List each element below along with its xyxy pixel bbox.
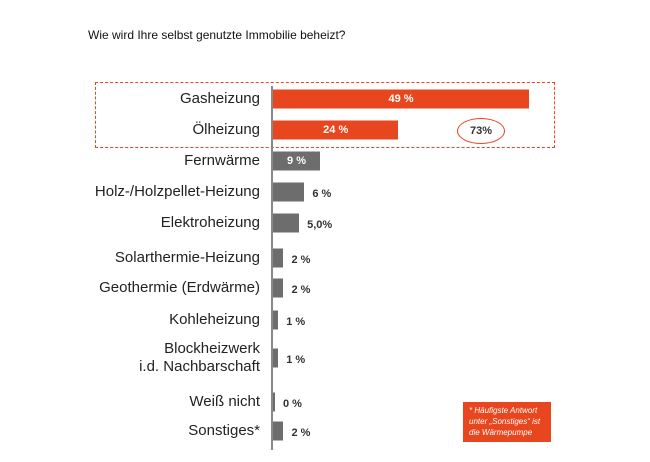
bar	[273, 421, 284, 441]
bar	[273, 278, 284, 298]
value-label: 24 %	[323, 124, 349, 136]
value-label: 5,0%	[307, 219, 333, 231]
footnote: * Häufigste Antwort unter „Sonstiges“ is…	[463, 402, 551, 442]
total-annotation: 73%	[457, 118, 505, 144]
category-label: Sonstiges*	[188, 422, 260, 439]
category-label: Fernwärme	[184, 152, 260, 169]
category-label: Weiß nicht	[189, 393, 260, 410]
value-label: 2 %	[291, 284, 311, 296]
bar	[273, 213, 300, 233]
bar	[273, 248, 284, 268]
category-label: Solarthermie-Heizung	[114, 249, 260, 266]
value-label: 9 %	[287, 155, 306, 167]
bar	[273, 120, 399, 140]
highlight-box	[95, 82, 555, 148]
value-label: 49 %	[388, 93, 414, 105]
bar	[273, 392, 275, 412]
value-label: 2 %	[291, 427, 311, 439]
value-label: 6 %	[312, 188, 332, 200]
category-label: Holz-/Holzpellet-Heizung	[94, 183, 260, 200]
bar	[273, 182, 305, 202]
bar	[273, 151, 321, 171]
category-label: Geothermie (Erdwärme)	[99, 279, 260, 296]
bar	[273, 348, 279, 368]
value-label: 0 %	[283, 398, 302, 410]
bar	[273, 310, 279, 330]
category-label: Ölheizung	[192, 121, 260, 138]
axis-line	[271, 86, 273, 450]
value-label: 2 %	[291, 254, 311, 266]
chart-title: Wie wird Ihre selbst genutzte Immobilie …	[88, 28, 346, 42]
category-label: Elektroheizung	[160, 214, 260, 231]
value-label: 1 %	[286, 316, 306, 328]
bar	[273, 89, 529, 109]
category-label: Kohleheizung	[169, 311, 260, 328]
category-label: Gasheizung	[179, 90, 260, 107]
value-label: 1 %	[286, 354, 306, 366]
category-label: Blockheizwerk i.d. Nachbarschaft	[139, 340, 260, 375]
